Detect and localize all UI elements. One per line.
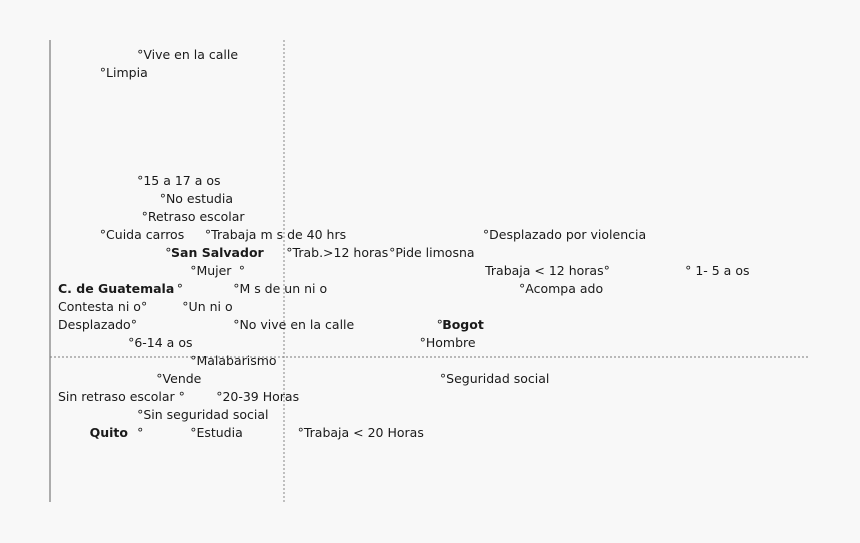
category-point-label: °Seguridad social — [440, 371, 550, 386]
category-point-label: °Trabaja m s de 40 hrs — [205, 227, 346, 242]
category-point-label: °Acompa ado — [519, 281, 603, 296]
category-point-label: °20-39 Horas — [216, 389, 299, 404]
category-point-label: °Sin seguridad social — [137, 407, 268, 422]
category-point-label: °Desplazado por violencia — [483, 227, 646, 242]
category-point-label: °Vive en la calle — [137, 47, 238, 62]
category-point-label: °Vende — [156, 371, 201, 386]
category-point-label: °Estudia — [190, 425, 243, 440]
category-point-label: Contesta ni o° — [58, 299, 147, 314]
category-point-label: Desplazado° — [58, 317, 137, 332]
category-point-label: °No estudia — [160, 191, 233, 206]
category-point-label: °Trab.>12 horas — [286, 245, 388, 260]
category-point-label: ° — [165, 245, 171, 260]
city-label: C. de Guatemala — [58, 281, 174, 296]
category-point-label: ° — [239, 263, 245, 278]
category-point-label: ° — [437, 317, 443, 332]
category-point-label: ° — [177, 281, 183, 296]
category-point-label: °Limpia — [100, 65, 148, 80]
category-point-label: °No vive en la calle — [233, 317, 354, 332]
category-point-label: ° 1- 5 a os — [685, 263, 749, 278]
category-point-label: °15 a 17 a os — [137, 173, 220, 188]
category-point-label: °Hombre — [420, 335, 476, 350]
category-point-label: °Cuida carros — [100, 227, 184, 242]
category-point-label: ° — [137, 425, 143, 440]
category-point-label: °Malabarismo — [190, 353, 276, 368]
category-point-label: °Pide limosna — [389, 245, 474, 260]
category-point-label: °Mujer — [190, 263, 232, 278]
category-point-label: °Retraso escolar — [142, 209, 246, 224]
point-labels: Ciudad de M xico°Vive en la calle°Limpia… — [58, 47, 749, 440]
city-label: Quito — [90, 425, 129, 440]
category-point-label: °M s de un ni o — [233, 281, 327, 296]
category-point-label: Trabaja < 12 horas° — [484, 263, 610, 278]
category-point-label: Sin retraso escolar ° — [58, 389, 185, 404]
category-point-label: °Trabaja < 20 Horas — [298, 425, 424, 440]
city-label: San Salvador — [171, 245, 265, 260]
city-label: Bogot — [442, 317, 484, 332]
category-point-label: °6-14 a os — [128, 335, 192, 350]
category-point-label: °Un ni o — [182, 299, 232, 314]
